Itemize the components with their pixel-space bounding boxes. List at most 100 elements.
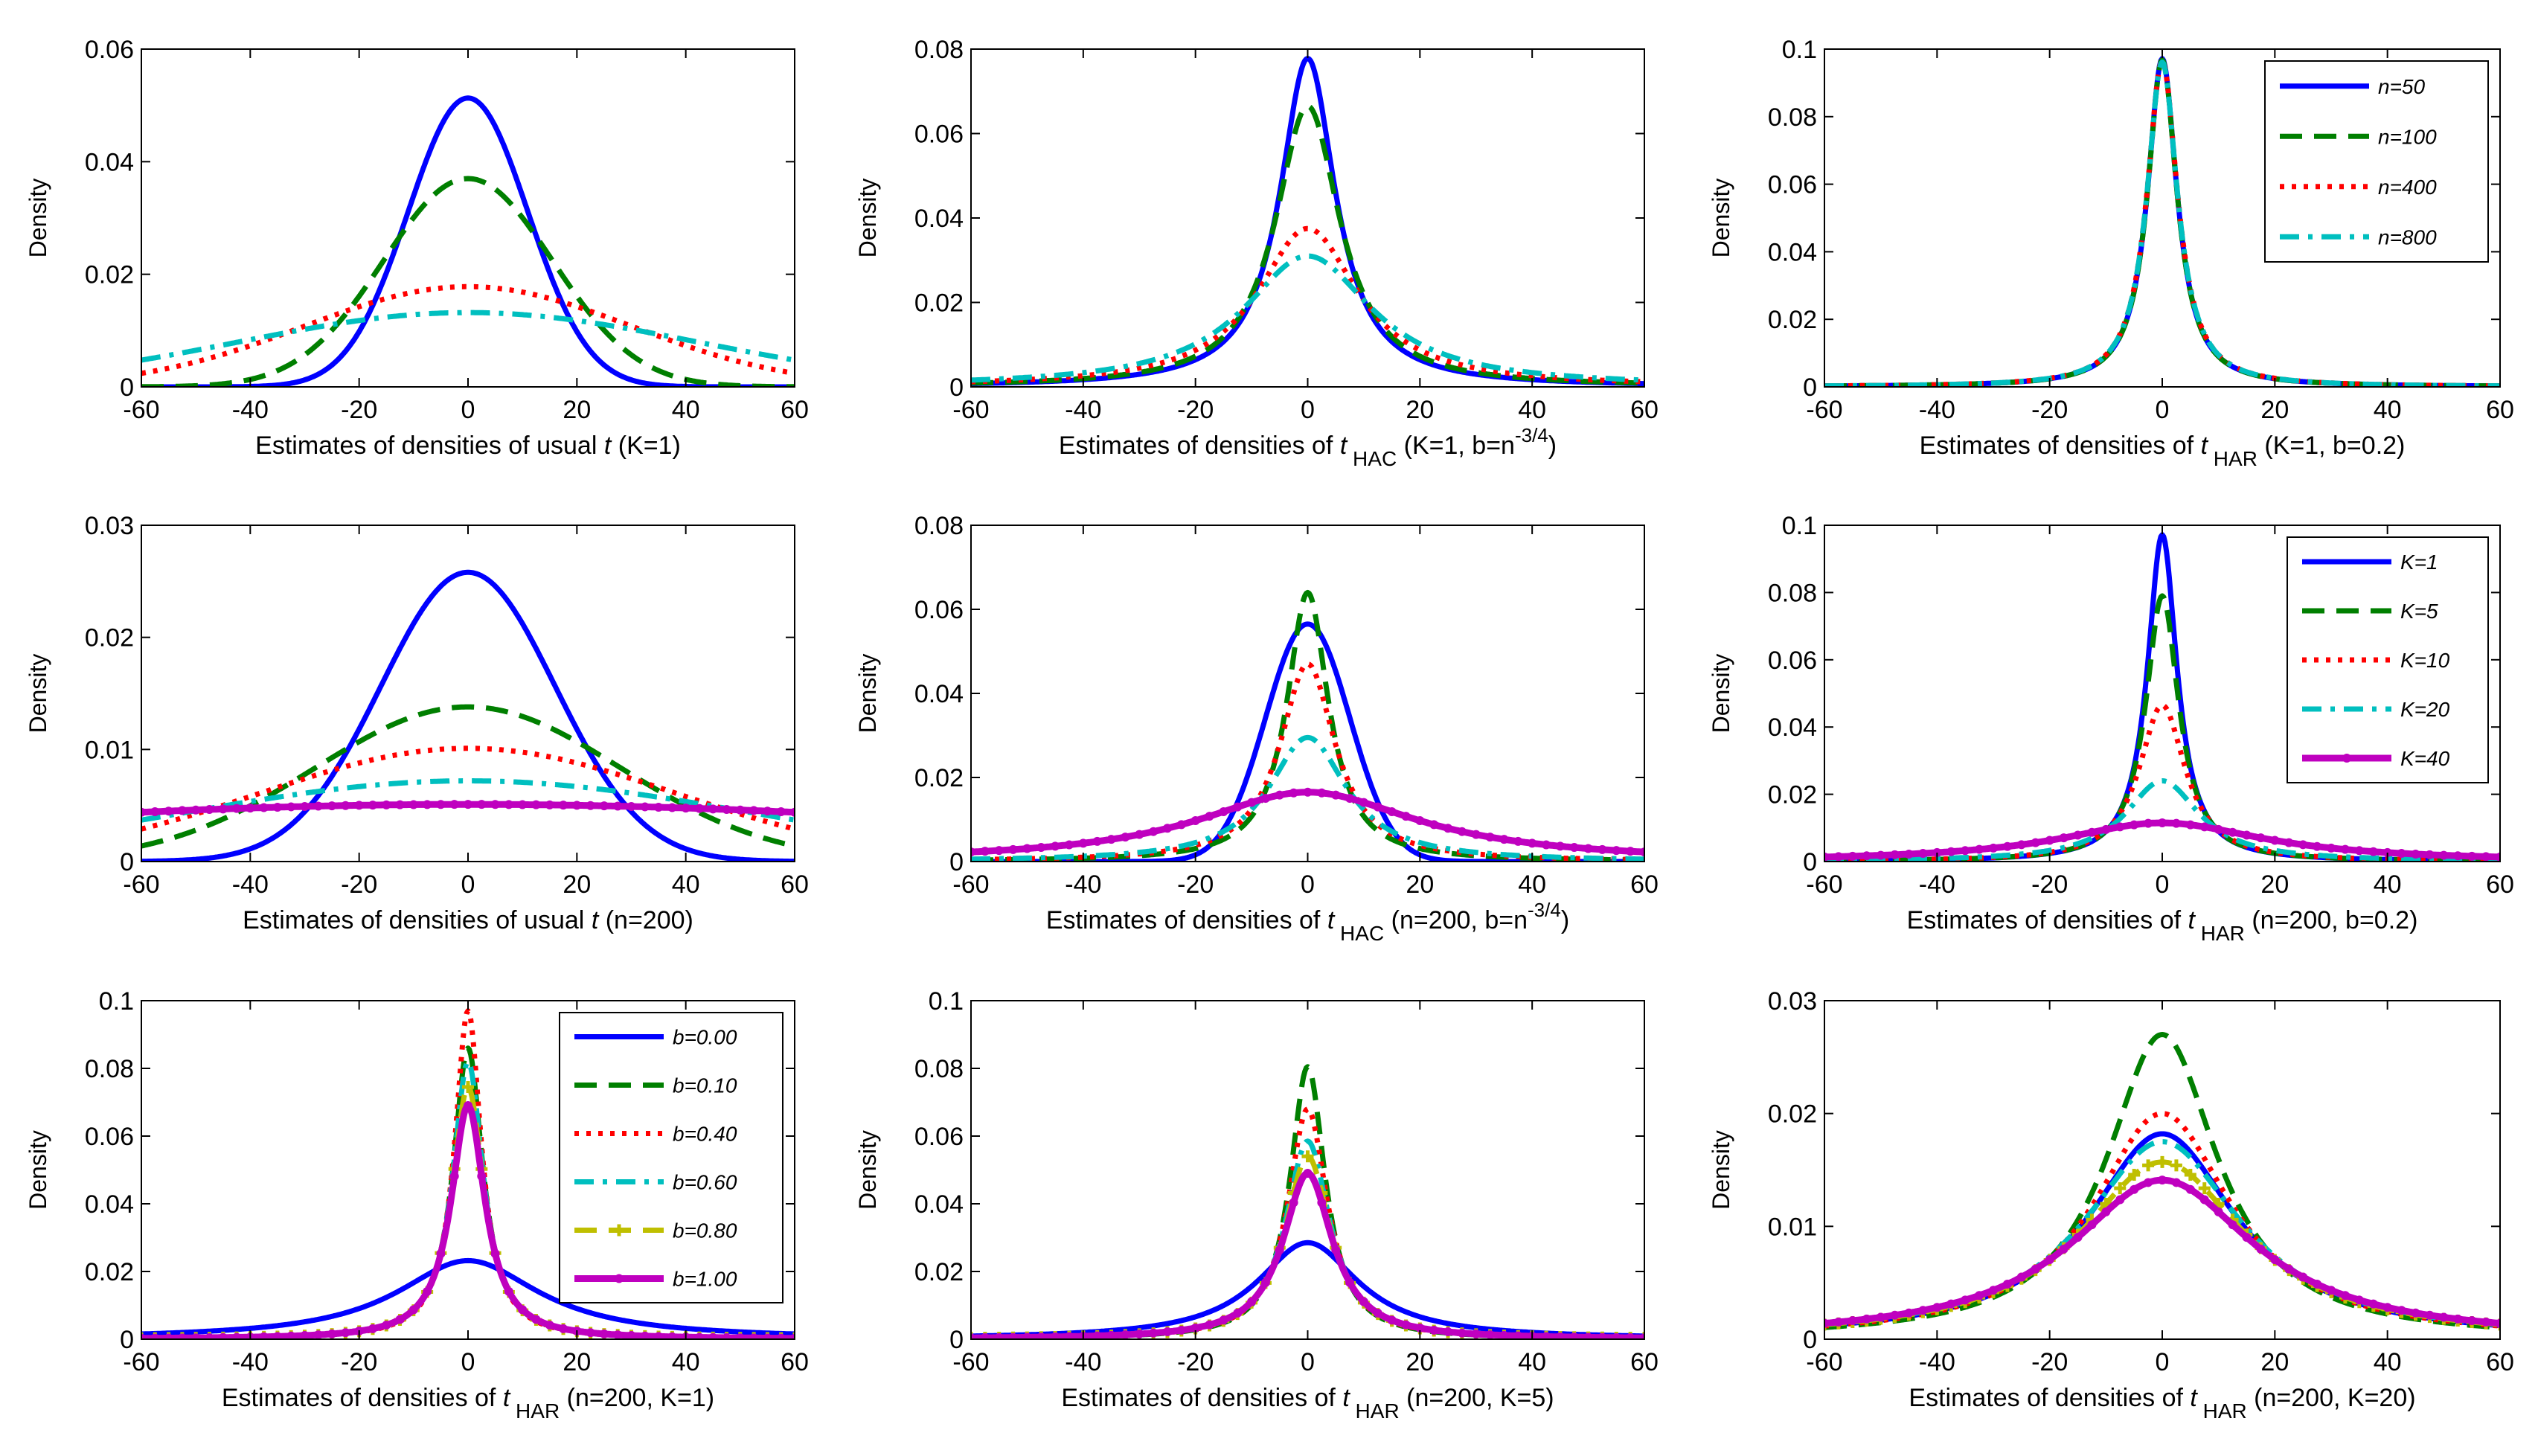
chart-p23: -60 -40 -20 0 20 40 60 0 0.02 0.04 0.06 0.08 0.1 Dens… [1708,512,2514,945]
x-axis-label: Estimates of densities of t HAC (K=1, b=… [1059,424,1557,470]
series-marker-K=40 [2284,838,2294,847]
x-tick-label: 0 [2156,1348,2170,1376]
x-tick-label: 40 [2374,1348,2402,1376]
series-marker-K=40 [1051,841,1060,851]
series-marker-b=1.00 [259,1332,269,1339]
y-axis-label: Density [25,179,51,258]
x-tick-label: 0 [1301,1348,1315,1376]
series-line-K=1 [141,569,795,862]
series-marker-K=40 [1233,802,1243,812]
series-marker-b=1.00 [1036,1332,1046,1339]
series-marker-K=40 [1471,830,1481,839]
series-marker-K=40 [776,806,786,816]
series-marker-K=40 [477,800,487,809]
series-marker-b=1.00 [2397,1306,2406,1315]
series-line-n=800 [141,310,795,363]
legend-label-n=100: n=100 [2378,125,2437,148]
y-axis-label: Density [1708,179,1734,258]
series-marker-K=40 [2481,852,2491,862]
series-marker-b=1.00 [1824,1318,1829,1328]
series-marker-b=1.00 [272,1332,282,1339]
series-marker-b=1.00 [2002,1280,2012,1289]
legend-label-b=0.80: b=0.80 [673,1219,737,1242]
x-tick-label: 20 [563,1348,591,1376]
series-marker-K=40 [518,800,528,809]
plot-area [1824,1001,2500,1339]
series-marker-K=40 [1135,830,1144,839]
series-marker-K=40 [191,805,201,815]
series-marker-b=1.00 [613,1330,623,1339]
y-tick-label: 0 [120,848,134,876]
series-marker-b=1.00 [735,1333,745,1339]
series-marker-b=1.00 [1121,1330,1130,1339]
x-tick-label: -40 [1065,870,1101,899]
series-marker-b=1.00 [2368,1299,2378,1309]
x-tick-label: 40 [672,1348,700,1376]
y-axis-label: Density [854,654,881,734]
series-marker-K=40 [1022,844,1032,853]
series-marker-K=40 [423,800,432,809]
y-tick-label: 0.04 [85,1190,134,1219]
series-marker-K=40 [545,800,554,809]
x-tick-label: -60 [952,1348,989,1376]
series-marker-K=40 [1890,850,1900,859]
series-marker-b=1.00 [2439,1312,2449,1322]
series-marker-b=1.00 [722,1333,731,1339]
series-marker-b=1.00 [2214,1207,2223,1216]
series-marker-b=1.00 [2130,1184,2139,1194]
y-tick-label: 0 [1803,848,1817,876]
series-marker-b=1.00 [1373,1308,1382,1318]
series-marker-K=40 [2185,820,2195,830]
series-group [1824,1032,2500,1331]
x-tick-label: 20 [2260,396,2289,424]
series-marker-b=1.00 [1975,1291,1984,1301]
series-marker-K=40 [2101,824,2111,834]
series-marker-b=1.00 [1289,1198,1298,1208]
x-axis-label: Estimates of densities of t HAR (n=200, … [1061,1384,1554,1423]
series-marker-b=1.00 [1191,1323,1200,1332]
plot-area [971,49,1644,387]
series-marker-b=1.00 [286,1331,296,1339]
series-marker-b=1.00 [1387,1315,1397,1325]
x-tick-label: 40 [1518,1348,1546,1376]
series-marker-K=40 [2016,840,2026,850]
series-marker-K=40 [586,801,595,810]
y-tick-label: 0.03 [85,512,134,540]
series-marker-b=1.00 [994,1332,1004,1339]
series-marker-K=40 [141,807,146,817]
series-marker-b=1.00 [2453,1314,2463,1324]
x-tick-label: -60 [1806,870,1842,899]
x-axis-label: Estimates of densities of usual t (K=1) [255,432,681,460]
y-tick-label: 0 [1803,373,1817,402]
series-marker-K=40 [1176,820,1186,830]
series-marker-b=1.00 [1415,1323,1425,1332]
x-tick-label: -20 [2031,396,2068,424]
series-marker-K=40 [790,807,795,817]
x-tick-label: -20 [1177,1348,1214,1376]
legend-label-K=40: K=40 [2400,747,2450,770]
series-marker-b=1.00 [1233,1308,1243,1318]
chart-p33: -60 -40 -20 0 20 40 60 0 0.01 0.02 0.03 Density Esti… [1708,987,2514,1423]
series-marker-b=1.00 [313,1330,323,1339]
series-marker-b=1.00 [2467,1316,2477,1326]
series-marker-K=40 [2228,827,2237,837]
y-tick-label: 0.04 [1768,238,1817,266]
x-tick-label: -20 [1177,870,1214,899]
series-marker-b=1.00 [191,1333,201,1339]
series-marker-b=1.00 [164,1333,173,1339]
x-tick-label: -60 [123,1348,159,1376]
series-marker-K=40 [1485,833,1495,842]
x-tick-label: -40 [1919,870,1955,899]
series-marker-b=1.00 [790,1333,795,1339]
series-marker-b=0.80 [2184,1168,2196,1181]
series-marker-K=40 [2242,830,2252,840]
series-marker-K=40 [218,804,228,814]
series-marker-b=1.00 [1876,1312,1885,1322]
series-marker-K=40 [504,800,513,809]
series-marker-b=1.00 [1359,1297,1368,1306]
series-marker-b=1.00 [1918,1306,1928,1315]
x-tick-label: -60 [123,870,159,899]
y-tick-label: 0.06 [914,596,964,624]
series-marker-b=1.00 [2171,1178,2181,1187]
